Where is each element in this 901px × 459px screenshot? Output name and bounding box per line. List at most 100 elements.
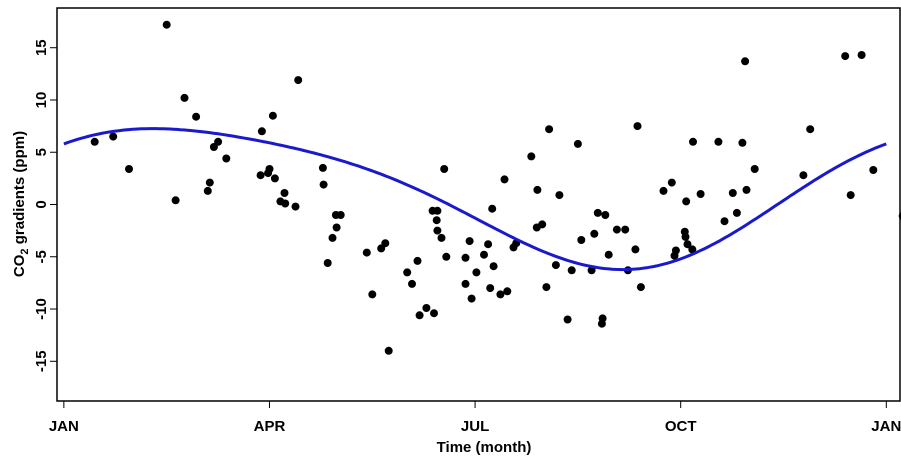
data-point [171,196,180,205]
data-point [551,261,560,270]
data-point [328,233,337,242]
data-point [563,315,572,324]
y-tick-label: 10 [33,92,50,109]
data-point [403,268,412,277]
data-point [265,165,274,173]
data-point [841,52,850,61]
data-point [430,309,438,318]
data-point [90,137,99,146]
data-point [659,186,668,195]
data-point [741,57,750,66]
data-point [750,165,759,173]
x-axis: JAN APR JUL OCT JAN [49,400,901,435]
data-point [555,191,564,200]
data-point [162,20,171,29]
data-point [336,211,345,219]
data-point [671,246,680,255]
data-point [203,186,212,195]
data-point [415,311,424,320]
data-point [857,51,866,59]
data-point [484,240,493,249]
y-tick-label: -10 [33,298,50,320]
x-tick-label: APR [254,418,286,435]
data-point [799,171,808,180]
data-point [681,232,690,241]
y-axis-title: CO2 gradients (ppm) [11,131,31,277]
data-point [381,239,390,248]
data-point [503,287,512,296]
data-point [465,237,474,246]
data-point [682,197,691,206]
data-point [433,226,442,235]
x-tick-label: JUL [461,418,489,435]
data-point [714,137,723,146]
data-point [689,137,697,146]
data-point [545,125,554,134]
data-point [688,245,697,254]
data-point [291,202,300,211]
data-point [442,252,451,261]
y-tick-label: 5 [33,148,50,156]
y-tick-label: -5 [33,250,50,263]
data-point [720,217,729,226]
x-tick-label: OCT [665,418,697,435]
data-point [621,225,630,234]
data-point [384,346,393,355]
data-point [486,284,495,293]
y-axis-title-prefix: CO [11,254,28,277]
x-tick-label: JAN [871,418,901,435]
y-axis: -15 -10 -5 0 5 10 15 [33,39,58,372]
data-point [489,262,498,271]
data-point [294,76,303,85]
data-point [742,185,751,194]
data-point [109,132,118,141]
data-point [332,223,341,232]
data-point [696,190,705,198]
data-point [214,137,223,146]
data-point [488,204,497,213]
data-point [257,127,266,136]
data-point [205,178,214,187]
data-point [567,266,576,275]
data-point [846,191,855,200]
data-point [222,154,231,163]
data-point [633,122,642,131]
data-point [500,175,509,184]
data-point [538,220,547,229]
data-point [408,279,416,288]
data-point [270,174,279,183]
data-point [472,268,481,277]
data-point [533,185,542,194]
data-point [368,290,377,299]
y-axis-title-subscript: 2 [19,248,31,254]
data-point [422,304,431,312]
data-point [433,206,442,215]
data-points [90,20,901,355]
data-point [590,229,599,238]
data-point [683,240,692,249]
y-tick-label: -15 [33,350,50,372]
seasonal-fit-curve [63,127,887,272]
data-point [612,225,621,234]
data-point [542,283,551,292]
y-tick-label: 15 [33,39,50,56]
data-point [432,216,441,225]
data-point [318,163,327,172]
x-axis-title: Time (month) [437,439,532,456]
data-point [467,294,476,303]
data-point [577,236,586,244]
data-point [636,283,645,292]
y-tick-label: 0 [33,200,50,208]
data-point [319,180,328,189]
data-point [280,189,289,197]
y-axis-title-suffix: gradients (ppm) [11,131,28,249]
data-point [480,250,488,259]
data-point [180,93,189,102]
data-point [281,199,290,208]
data-point [573,139,582,148]
data-point [323,259,332,267]
data-point [527,152,536,161]
data-point [728,189,737,197]
